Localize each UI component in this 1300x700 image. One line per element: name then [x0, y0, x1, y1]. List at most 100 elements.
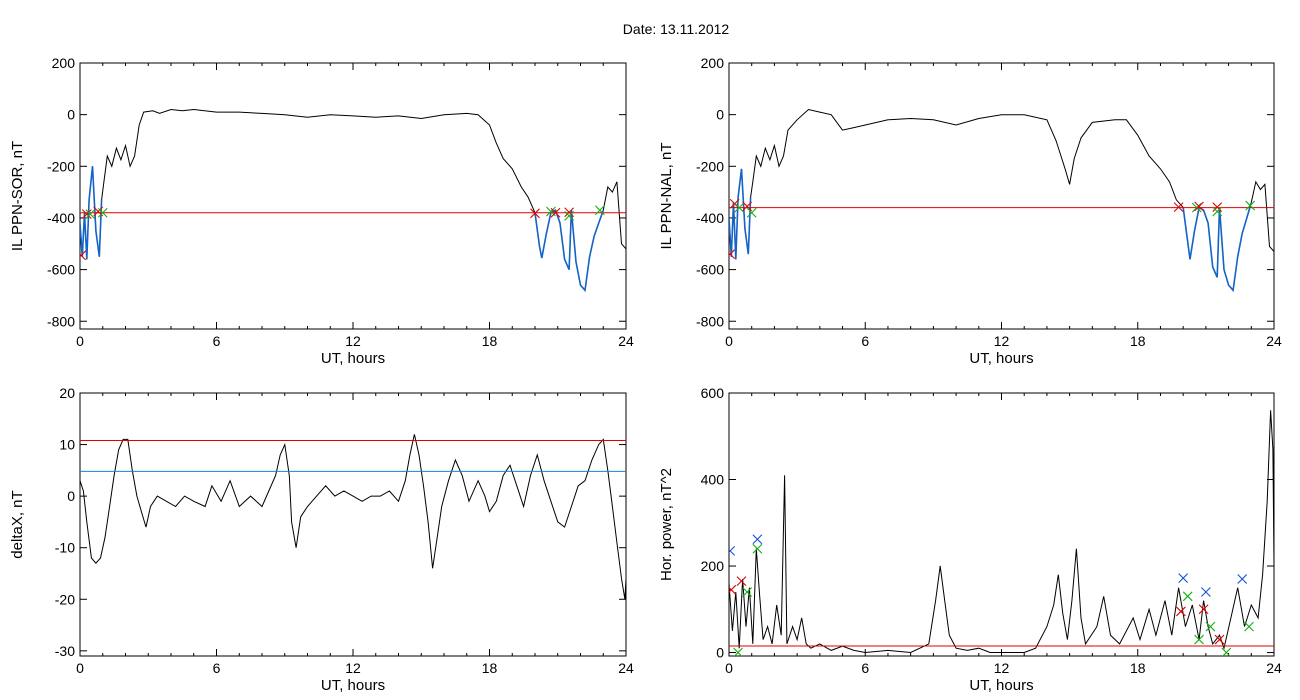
x-tick-label: 12: [345, 660, 361, 676]
y-tick-label: 600: [701, 385, 725, 401]
marker-stroke: [746, 207, 757, 218]
plot-area: [80, 434, 626, 600]
marker-green: [1191, 202, 1202, 213]
marker-stroke: [752, 543, 763, 554]
x-tick-label: 6: [861, 333, 869, 349]
marker-stroke: [736, 576, 747, 587]
marker-stroke: [80, 250, 87, 258]
marker-red: [729, 249, 736, 259]
x-tick-label: 6: [213, 660, 221, 676]
marker-green: [1245, 200, 1256, 211]
marker-red: [729, 584, 737, 595]
x-axis-label: UT, hours: [321, 677, 385, 694]
marker-red: [736, 576, 747, 587]
marker-stroke: [1198, 604, 1209, 615]
x-tick-label: 0: [76, 660, 84, 676]
marker-stroke: [1205, 621, 1216, 632]
x-tick-label: 18: [1130, 333, 1146, 349]
marker-stroke: [742, 587, 753, 597]
marker-stroke: [564, 207, 575, 218]
y-axis-label: deltaX, nT: [9, 490, 26, 558]
marker-red: [1176, 606, 1186, 617]
marker-green: [594, 205, 605, 216]
marker-stroke: [734, 202, 745, 213]
y-axis-label: Hor. power, nT^2: [658, 468, 675, 581]
x-axis-label: UT, hours: [969, 350, 1033, 367]
marker-blue: [752, 534, 763, 545]
marker-stroke: [564, 210, 575, 221]
marker-stroke: [97, 207, 108, 218]
marker-green: [1212, 206, 1223, 217]
series-line: [80, 434, 626, 600]
y-tick-label: 200: [52, 55, 76, 71]
marker-green: [752, 543, 763, 554]
panel-il-ppn-sor: 0 6 12 18 24 200 0 -200 -400 -600 -800 UT, hours IL …: [9, 55, 634, 367]
marker-blue: [1237, 574, 1248, 584]
plot-area: [729, 410, 1274, 656]
marker-stroke: [742, 201, 753, 212]
marker-green: [1221, 647, 1232, 656]
marker-green: [746, 207, 757, 218]
x-tick-label: 18: [1130, 660, 1146, 676]
marker-stroke: [1194, 201, 1204, 212]
marker-stroke: [1222, 647, 1232, 656]
series-line: [80, 108, 626, 292]
series-line: [729, 108, 1274, 292]
x-tick-label: 18: [482, 660, 498, 676]
highlight-segment: [534, 209, 605, 293]
marker-stroke: [1200, 587, 1211, 597]
marker-stroke: [594, 205, 605, 216]
y-tick-label: -400: [696, 210, 724, 226]
y-tick-label: -600: [47, 262, 75, 278]
marker-blue: [729, 545, 736, 556]
marker-blue: [1200, 587, 1211, 597]
plot-frame: [79, 392, 627, 657]
marker-stroke: [1237, 574, 1248, 584]
highlight-segment: [729, 168, 752, 260]
x-tick-label: 18: [482, 333, 498, 349]
marker-stroke: [550, 207, 561, 218]
marker-green: [97, 207, 108, 218]
marker-red: [80, 250, 87, 261]
marker-green: [734, 202, 745, 213]
marker-stroke: [85, 209, 96, 219]
marker-stroke: [1182, 591, 1193, 602]
x-axis-label: UT, hours: [321, 350, 385, 367]
marker-stroke: [1214, 634, 1225, 645]
marker-stroke: [729, 545, 736, 553]
figure-title: Date: 13.11.2012: [623, 21, 730, 37]
marker-stroke: [1176, 606, 1186, 617]
y-tick-label: -200: [47, 158, 75, 174]
marker-stroke: [1191, 202, 1202, 213]
marker-stroke: [81, 209, 92, 219]
panel-hor-power: 0 6 12 18 24 600 400 200 0 UT, hours Hor. power, n…: [658, 385, 1282, 694]
marker-blue: [1178, 573, 1189, 584]
panel-deltax: 0 6 12 18 24 20 10 0 -10 -20 -30 UT, hours deltaX, n…: [9, 385, 634, 694]
x-tick-label: 12: [345, 333, 361, 349]
marker-green: [1205, 621, 1216, 632]
y-tick-label: -400: [47, 210, 75, 226]
highlight-segment: [80, 166, 103, 260]
y-tick-label: 20: [59, 385, 75, 401]
marker-stroke: [1173, 202, 1184, 212]
marker-green: [733, 647, 743, 656]
marker-stroke: [1212, 206, 1223, 217]
y-tick-label: 400: [701, 472, 725, 488]
marker-stroke: [1212, 202, 1223, 212]
x-tick-label: 24: [618, 660, 634, 676]
marker-red: [1198, 604, 1209, 615]
marker-green: [1182, 591, 1193, 602]
marker-stroke: [1194, 634, 1204, 645]
x-axis-label: UT, hours: [969, 677, 1033, 694]
marker-red: [742, 201, 753, 212]
marker-green: [742, 587, 753, 597]
marker-green: [564, 210, 575, 221]
y-tick-label: -20: [55, 591, 75, 607]
y-tick-label: -800: [696, 313, 724, 329]
y-tick-label: 0: [67, 488, 75, 504]
marker-stroke: [733, 647, 743, 656]
marker-stroke: [546, 206, 556, 217]
marker-stroke: [1178, 573, 1189, 584]
plot-area: [80, 108, 626, 293]
y-axis-label: IL PPN-NAL, nT: [658, 143, 675, 250]
